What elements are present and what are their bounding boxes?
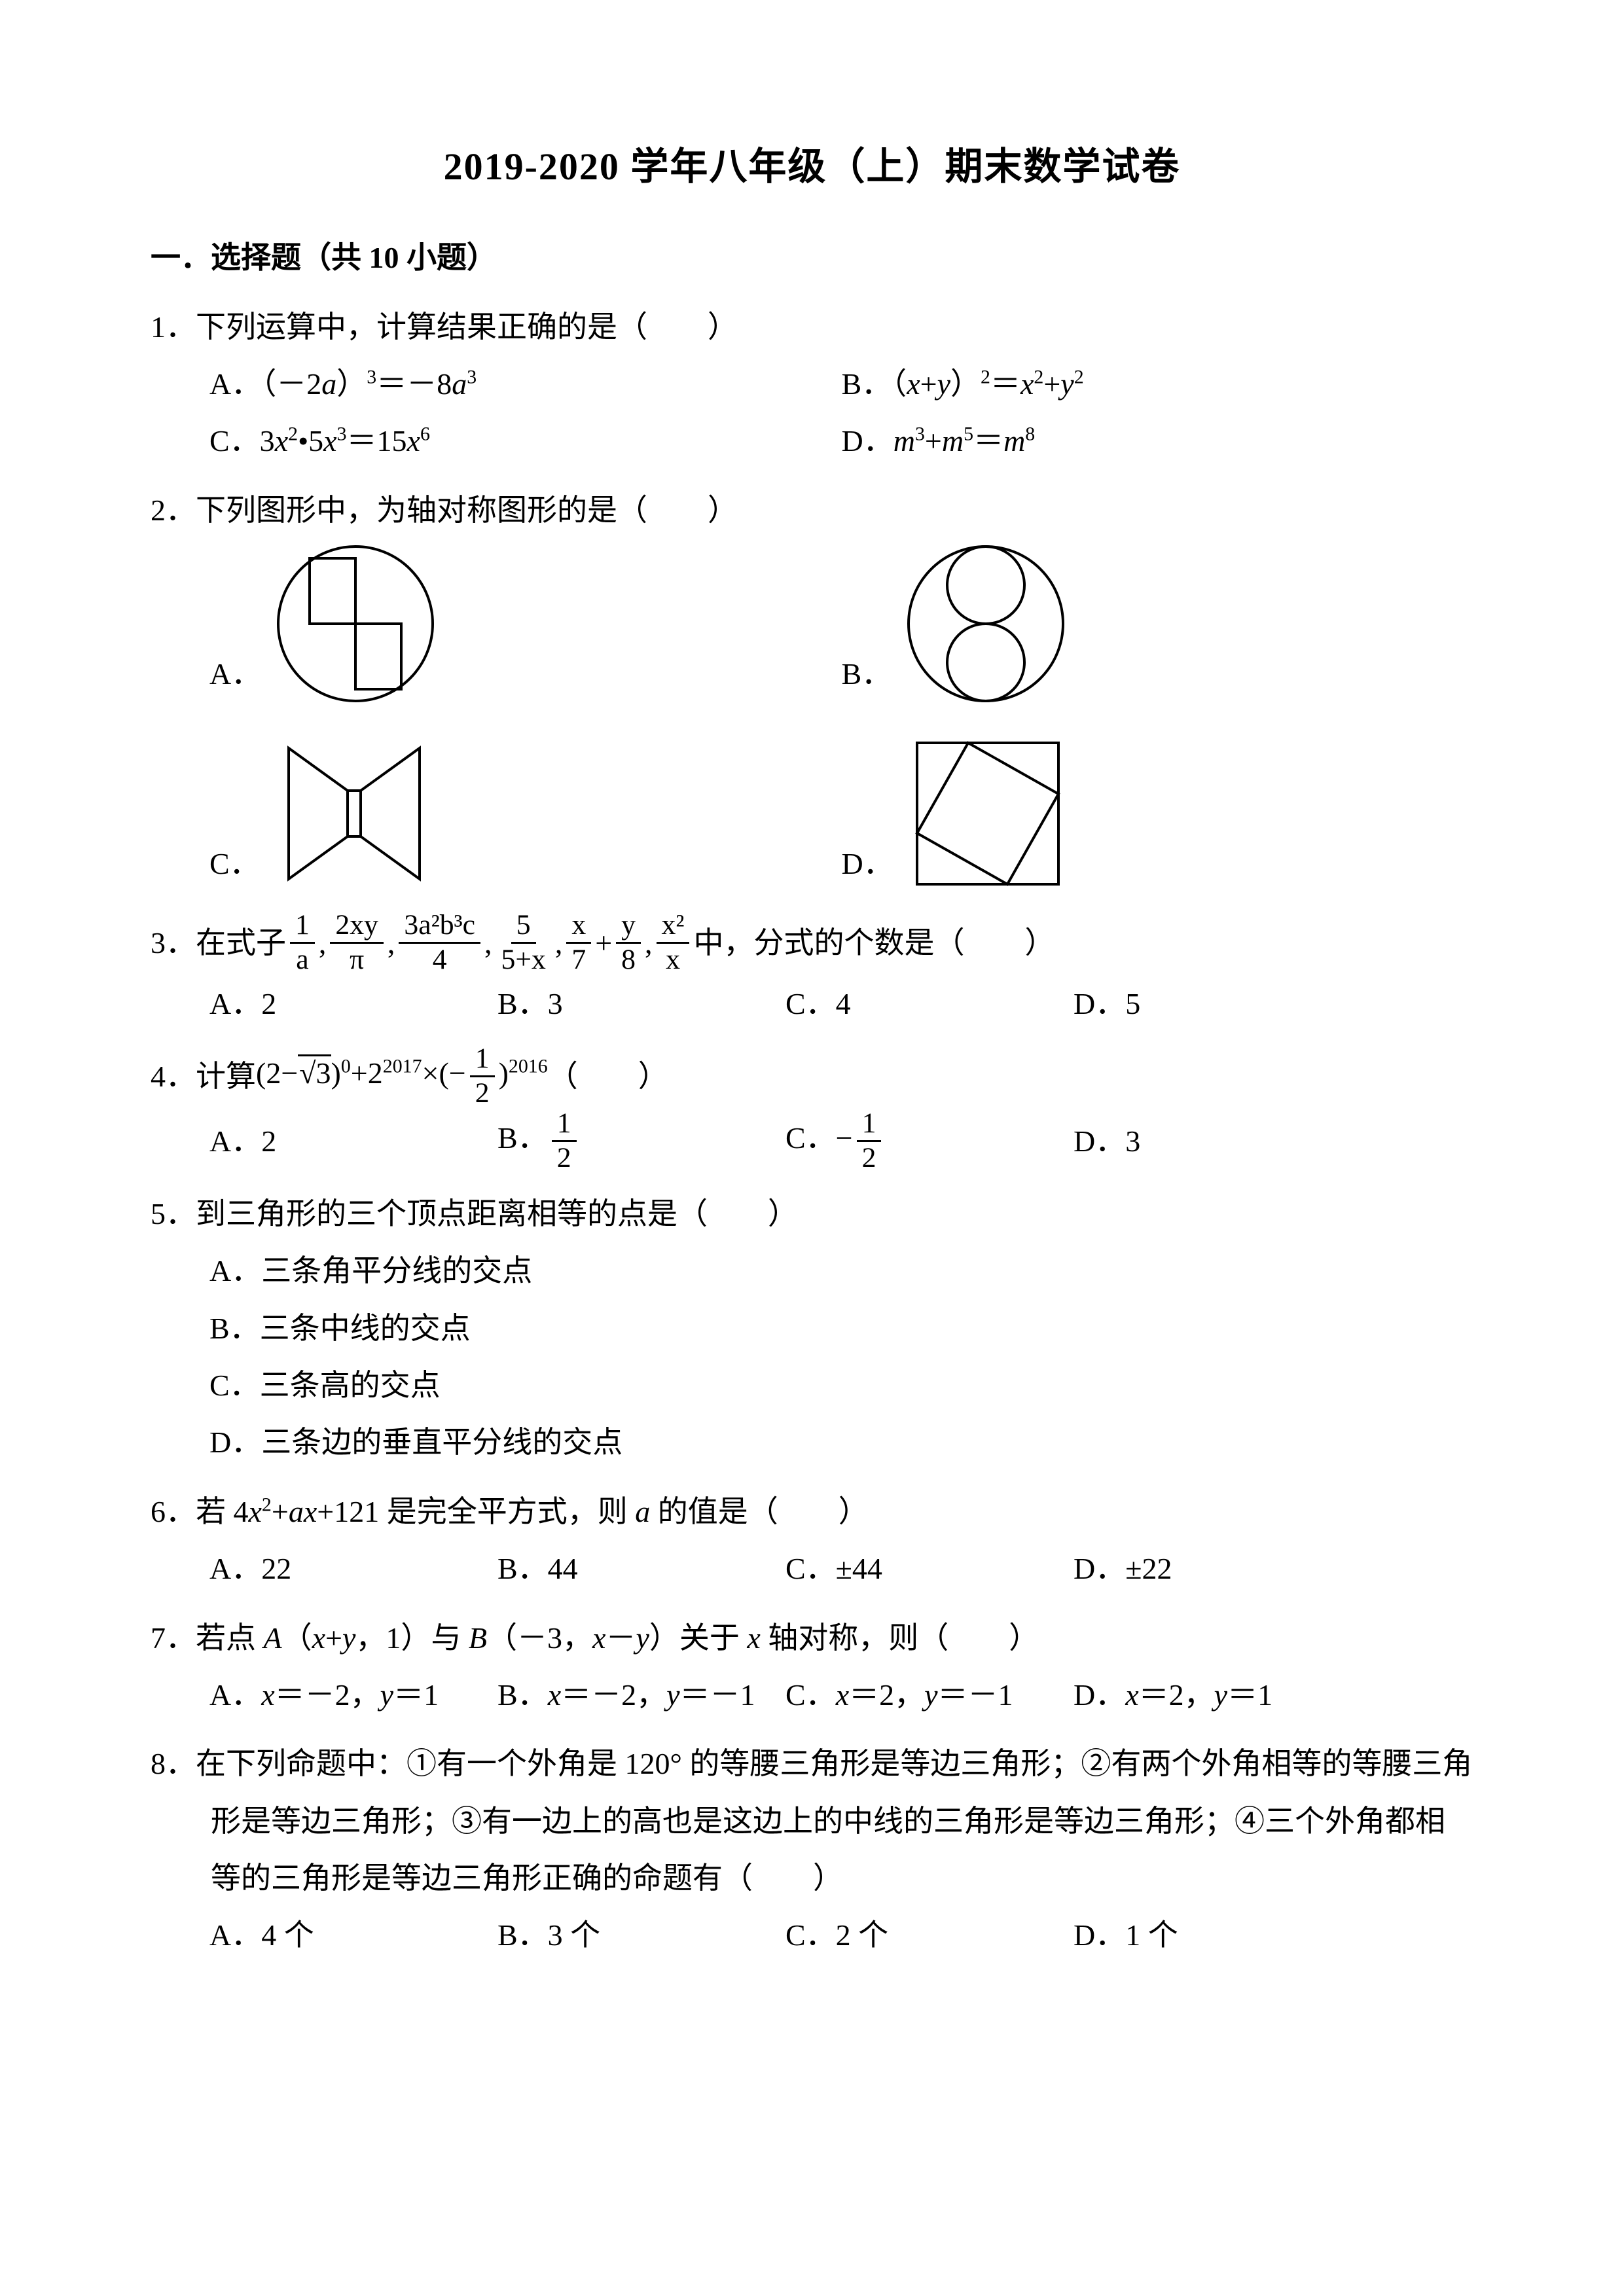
q3-frac-6: x²x (657, 910, 690, 975)
q2-figure-a (270, 539, 441, 709)
q5-opt-d: D．三条边的垂直平分线的交点 (151, 1414, 1473, 1471)
question-4: 4．计算 (2−√3)0+22017×(−12)2016 （ ） A．2 B．1… (151, 1044, 1473, 1174)
q2-figure-d (903, 728, 1073, 899)
q2-opt-d: D． (842, 728, 1474, 899)
question-1: 1．下列运算中，计算结果正确的是（ ） A．（－2a）3＝－8a3 B．（x+y… (151, 298, 1473, 470)
exam-page: 2019-2020 学年八年级（上）期末数学试卷 一．选择题（共 10 小题） … (0, 0, 1624, 2296)
q3-frac-2: 2xyπ (330, 910, 384, 975)
q4-expr: (2−√3)0+22017×(−12)2016 (256, 1044, 548, 1109)
question-8: 8．在下列命题中：①有一个外角是 120° 的等腰三角形是等边三角形；②有两个外… (151, 1735, 1473, 1964)
q6-opt-b: B．44 (497, 1540, 785, 1597)
page-title: 2019-2020 学年八年级（上）期末数学试卷 (151, 131, 1473, 203)
question-6: 6．若 4x2+ax+121 是完全平方式，则 a 的值是（ ） A．22 B．… (151, 1483, 1473, 1598)
q2-opt-c-label: C． (209, 835, 260, 899)
q1-opt-c: C．3x2•5x3＝15x6 (209, 412, 842, 469)
q8-opt-c: C．2 个 (785, 1907, 1074, 1964)
q7-stem: 7．若点 A（x+y，1）与 B（－3，x－y）关于 x 轴对称，则（ ） (151, 1609, 1473, 1666)
question-2: 2．下列图形中，为轴对称图形的是（ ） A． B． (151, 482, 1473, 899)
q8-opt-b: B．3 个 (497, 1907, 785, 1964)
q4-opt-c: C．−12 (785, 1109, 1074, 1174)
q3-opt-a: A．2 (209, 975, 497, 1032)
q4-opt-a: A．2 (209, 1113, 497, 1170)
q4-pre: 4．计算 (151, 1048, 256, 1105)
q4-opt-b: B．12 (497, 1109, 785, 1174)
question-7: 7．若点 A（x+y，1）与 B（－3，x－y）关于 x 轴对称，则（ ） A．… (151, 1609, 1473, 1724)
q3-frac-4: 55+x (496, 910, 551, 975)
q3-frac-1: 1a (290, 910, 315, 975)
question-3: 3．在式子 1a, 2xyπ, 3a²b³c4, 55+x, x7+y8, x²… (151, 910, 1473, 1032)
q1-opt-b: B．（x+y）2＝x2+y2 (842, 355, 1474, 412)
q7-opt-d: D．x＝2，y＝1 (1074, 1666, 1362, 1723)
q2-opt-a-label: A． (209, 645, 261, 709)
q2-opt-b-label: B． (842, 645, 892, 709)
section-1-heading: 一．选择题（共 10 小题） (151, 229, 1473, 286)
q3-frac-3: 3a²b³c4 (399, 910, 480, 975)
q2-stem: 2．下列图形中，为轴对称图形的是（ ） (151, 482, 1473, 539)
q5-opt-b: B．三条中线的交点 (151, 1300, 1473, 1357)
q8-opt-d: D．1 个 (1074, 1907, 1362, 1964)
q2-opt-d-label: D． (842, 835, 893, 899)
q6-opt-d: D．±22 (1074, 1540, 1362, 1597)
q3-mid: 中，分式的个数是（ ） (693, 914, 1055, 971)
q7-opt-a: A．x＝－2，y＝1 (209, 1666, 497, 1723)
q2-figure-b (901, 539, 1071, 709)
q1-opt-a: A．（－2a）3＝－8a3 (209, 355, 842, 412)
q8-opt-a: A．4 个 (209, 1907, 497, 1964)
question-5: 5．到三角形的三个顶点距离相等的点是（ ） A．三条角平分线的交点 B．三条中线… (151, 1185, 1473, 1471)
q6-stem: 6．若 4x2+ax+121 是完全平方式，则 a 的值是（ ） (151, 1483, 1473, 1540)
q3-opt-c: C．4 (785, 975, 1074, 1032)
q7-opt-b: B．x＝－2，y＝－1 (497, 1666, 785, 1723)
q3-pre: 3．在式子 (151, 914, 286, 971)
q2-figure-c (269, 728, 439, 899)
q2-opt-b: B． (842, 539, 1474, 709)
q3-frac-5b: y8 (616, 910, 641, 975)
q3-frac-5a: x7 (566, 910, 591, 975)
q6-opt-c: C．±44 (785, 1540, 1074, 1597)
q5-opt-a: A．三条角平分线的交点 (151, 1242, 1473, 1299)
q2-opt-a: A． (209, 539, 842, 709)
q1-stem: 1．下列运算中，计算结果正确的是（ ） (151, 298, 1473, 355)
q3-opt-b: B．3 (497, 975, 785, 1032)
q6-opt-a: A．22 (209, 1540, 497, 1597)
q4-opt-d: D．3 (1074, 1113, 1362, 1170)
q4-post: （ ） (548, 1048, 668, 1105)
q8-stem: 8．在下列命题中：①有一个外角是 120° 的等腰三角形是等边三角形；②有两个外… (151, 1735, 1473, 1907)
q2-opt-c: C． (209, 728, 842, 899)
q5-opt-c: C．三条高的交点 (151, 1357, 1473, 1414)
q7-opt-c: C．x＝2，y＝－1 (785, 1666, 1074, 1723)
q1-opt-d: D．m3+m5＝m8 (842, 412, 1474, 469)
q3-opt-d: D．5 (1074, 975, 1362, 1032)
q5-stem: 5．到三角形的三个顶点距离相等的点是（ ） (151, 1185, 1473, 1242)
